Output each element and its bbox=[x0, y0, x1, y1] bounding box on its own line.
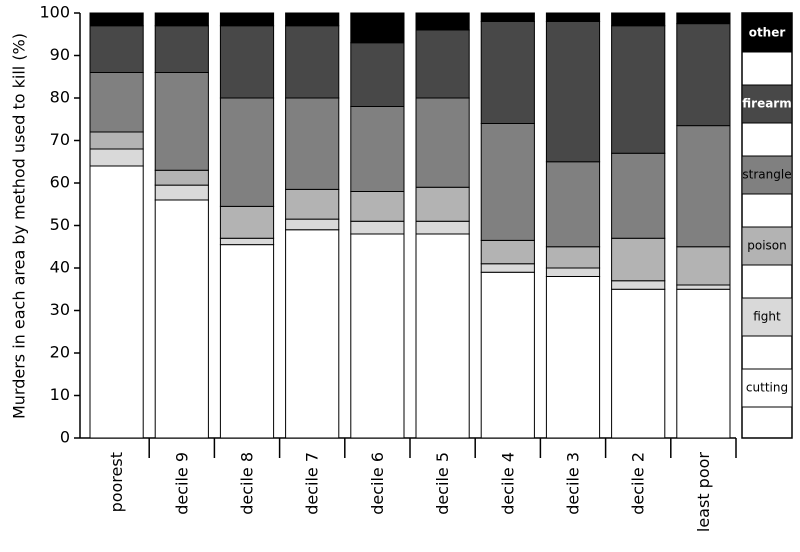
bar-segment bbox=[285, 229, 340, 439]
y-tick-label: 30 bbox=[50, 300, 70, 319]
bar-segment bbox=[89, 12, 144, 27]
x-tick-label: decile 4 bbox=[498, 452, 517, 515]
bar-segment bbox=[154, 25, 209, 73]
bar-segment bbox=[480, 12, 535, 22]
legend-label: strangle bbox=[742, 168, 791, 182]
legend-label: cutting bbox=[746, 381, 788, 395]
bar-segment bbox=[350, 191, 405, 222]
y-tick-label: 10 bbox=[50, 385, 70, 404]
bar-segment bbox=[480, 239, 535, 265]
bar-segment bbox=[154, 72, 209, 171]
bar-segment bbox=[350, 106, 405, 192]
legend-swatch bbox=[741, 13, 793, 53]
x-tick-label: decile 5 bbox=[433, 452, 452, 515]
bar-segment bbox=[89, 72, 144, 133]
bar-segment bbox=[611, 12, 666, 27]
bar-segment bbox=[350, 233, 405, 439]
legend-label: poison bbox=[747, 239, 787, 253]
bar-segment bbox=[676, 284, 731, 290]
bar-segment bbox=[545, 161, 601, 248]
bar-segment bbox=[285, 12, 340, 27]
bar-segment bbox=[154, 184, 209, 201]
bar-segment bbox=[480, 263, 535, 273]
bar-segment bbox=[415, 233, 470, 439]
bar-segment bbox=[611, 237, 666, 282]
legend-swatch bbox=[741, 297, 793, 337]
y-axis-label: Murders in each area by method used to k… bbox=[10, 33, 29, 419]
bar-segment bbox=[154, 169, 209, 186]
bar-segment bbox=[89, 148, 144, 167]
legend-frame bbox=[741, 12, 793, 439]
x-tick-label: decile 6 bbox=[368, 452, 387, 515]
bar-segment bbox=[611, 25, 666, 154]
bar-segment bbox=[219, 237, 275, 246]
y-tick-label: 20 bbox=[50, 343, 70, 362]
bar-segment bbox=[415, 220, 470, 235]
bar-segment bbox=[676, 12, 731, 25]
bar-segment bbox=[89, 25, 144, 73]
bar-segment bbox=[415, 29, 470, 99]
bar-segment bbox=[154, 199, 209, 439]
bar-segment bbox=[545, 276, 601, 439]
bar-segment bbox=[611, 280, 666, 290]
bar-segment bbox=[611, 152, 666, 239]
legend-swatch bbox=[741, 84, 793, 124]
bar-segment bbox=[545, 267, 601, 277]
bar-segment bbox=[89, 131, 144, 150]
bar-segment bbox=[285, 97, 340, 190]
bar-segment bbox=[415, 12, 470, 31]
bar-segment bbox=[154, 12, 209, 27]
bar-segment bbox=[350, 12, 405, 44]
legend-label: fight bbox=[753, 310, 781, 324]
bar-segment bbox=[285, 188, 340, 220]
bar-segment bbox=[350, 42, 405, 107]
y-tick-label: 100 bbox=[39, 3, 70, 22]
bar-segment bbox=[545, 246, 601, 269]
legend-swatch bbox=[741, 155, 793, 195]
y-tick-label: 0 bbox=[60, 428, 70, 447]
x-tick-label: decile 7 bbox=[303, 452, 322, 515]
bar-segment bbox=[285, 218, 340, 231]
bar-segment bbox=[350, 220, 405, 235]
bar-segment bbox=[219, 244, 275, 439]
y-tick-label: 70 bbox=[50, 130, 70, 149]
x-tick-label: decile 2 bbox=[629, 452, 648, 515]
bar-segment bbox=[676, 246, 731, 286]
y-tick-label: 80 bbox=[50, 88, 70, 107]
x-tick-label: least poor bbox=[694, 452, 713, 533]
legend-swatch bbox=[741, 368, 793, 408]
y-tick-label: 90 bbox=[50, 45, 70, 64]
bar-segment bbox=[415, 186, 470, 222]
x-tick-label: decile 9 bbox=[172, 452, 191, 515]
bar-segment bbox=[480, 21, 535, 124]
bar-segment bbox=[415, 97, 470, 188]
x-tick-label: poorest bbox=[107, 452, 126, 512]
x-tick-label: decile 3 bbox=[564, 452, 583, 515]
bar-segment bbox=[611, 288, 666, 439]
legend-label: other bbox=[749, 26, 786, 40]
bar-segment bbox=[219, 12, 275, 27]
bar-segment bbox=[480, 123, 535, 241]
y-tick-label: 40 bbox=[50, 258, 70, 277]
bar-segment bbox=[480, 271, 535, 439]
y-tick-label: 60 bbox=[50, 173, 70, 192]
x-tick-label: decile 8 bbox=[238, 452, 257, 515]
bar-segment bbox=[676, 23, 731, 127]
legend-label: firearm bbox=[742, 97, 791, 111]
y-tick-label: 50 bbox=[50, 215, 70, 234]
bar-segment bbox=[676, 288, 731, 439]
bar-segment bbox=[89, 165, 144, 439]
bar-segment bbox=[219, 205, 275, 239]
bar-segment bbox=[285, 25, 340, 99]
bar-segment bbox=[219, 97, 275, 207]
legend-swatch bbox=[741, 226, 793, 266]
bar-segment bbox=[545, 12, 601, 22]
bar-segment bbox=[676, 125, 731, 248]
bar-segment bbox=[219, 25, 275, 99]
bar-segment bbox=[545, 21, 601, 163]
